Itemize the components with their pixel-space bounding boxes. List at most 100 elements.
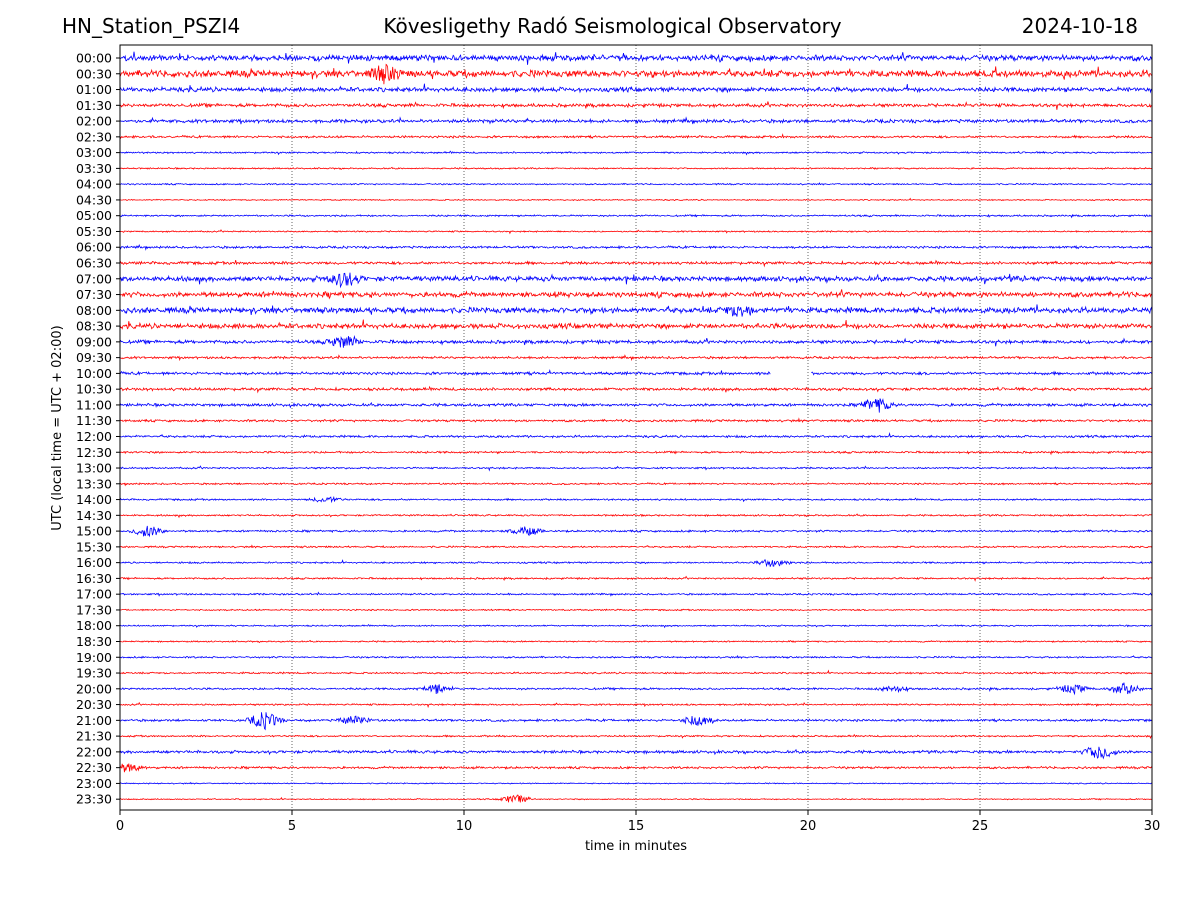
trace-08:00 [119, 304, 1153, 317]
trace-07:00 [119, 272, 1153, 289]
trace-00:00 [119, 51, 1153, 65]
y-tick-label-21:00: 21:00 [76, 713, 112, 728]
trace-23:30 [119, 794, 1152, 803]
y-tick-label-07:00: 07:00 [76, 271, 112, 286]
trace-09:00 [119, 335, 1153, 348]
trace-05:30 [119, 229, 1153, 235]
trace-01:30 [119, 101, 1153, 110]
trace-22:00 [119, 746, 1153, 760]
y-axis-label: UTC (local time = UTC + 02:00) [50, 325, 65, 530]
trace-09:30 [119, 354, 1153, 362]
trace-19:00 [119, 654, 1153, 660]
trace-06:00 [119, 244, 1153, 251]
y-tick-label-12:30: 12:30 [76, 445, 112, 460]
trace-16:00 [119, 558, 1153, 568]
trace-18:30 [119, 639, 1153, 644]
trace-18:00 [119, 623, 1153, 629]
y-tick-label-04:30: 04:30 [76, 192, 112, 207]
x-tick-label-15: 15 [628, 819, 645, 834]
trace-08:30 [119, 319, 1152, 331]
y-tick-label-11:30: 11:30 [76, 413, 112, 428]
y-tick-label-00:30: 00:30 [76, 66, 112, 81]
trace-12:30 [119, 450, 1153, 456]
trace-05:00 [119, 213, 1153, 219]
x-tick-label-0: 0 [116, 819, 124, 834]
y-tick-label-13:30: 13:30 [76, 476, 112, 491]
x-tick-label-30: 30 [1144, 819, 1161, 834]
grid-layer [291, 45, 981, 810]
x-axis: 0 5 10 15 20 25 30 [116, 810, 1160, 834]
trace-06:30 [119, 259, 1153, 268]
y-tick-label-12:00: 12:00 [76, 429, 112, 444]
trace-22:30 [119, 763, 1153, 773]
trace-04:30 [119, 197, 1153, 202]
y-tick-label-16:00: 16:00 [76, 555, 112, 570]
trace-15:00 [119, 525, 1153, 538]
trace-20:00 [119, 682, 1153, 696]
trace-19:30 [120, 669, 1153, 675]
y-tick-label-21:30: 21:30 [76, 729, 112, 744]
y-tick-label-19:30: 19:30 [76, 666, 112, 681]
y-tick-label-11:00: 11:00 [76, 397, 112, 412]
y-tick-label-22:00: 22:00 [76, 744, 112, 759]
y-tick-label-14:30: 14:30 [76, 508, 112, 523]
x-tick-label-25: 25 [972, 819, 989, 834]
trace-10:00 [119, 369, 1153, 377]
x-tick-label-5: 5 [288, 819, 296, 834]
y-tick-label-00:00: 00:00 [76, 51, 112, 66]
trace-02:30 [119, 133, 1153, 140]
y-tick-label-18:30: 18:30 [76, 634, 112, 649]
y-tick-label-02:00: 02:00 [76, 114, 112, 129]
trace-17:00 [119, 591, 1153, 597]
y-tick-label-15:00: 15:00 [76, 524, 112, 539]
trace-17:30 [119, 608, 1153, 612]
y-tick-label-14:00: 14:00 [76, 492, 112, 507]
trace-14:30 [119, 513, 1153, 519]
chart-date: 2024-10-18 [1021, 14, 1138, 38]
trace-00:30 [119, 63, 1153, 85]
x-tick-label-20: 20 [800, 819, 817, 834]
y-tick-label-03:30: 03:30 [76, 161, 112, 176]
y-axis: 00:0000:3001:0001:3002:0002:3003:0003:30… [76, 51, 120, 807]
trace-01:00 [119, 83, 1153, 94]
y-tick-label-09:30: 09:30 [76, 350, 112, 365]
y-tick-label-02:30: 02:30 [76, 129, 112, 144]
trace-15:30 [119, 544, 1153, 549]
y-tick-label-06:00: 06:00 [76, 240, 112, 255]
y-tick-label-09:00: 09:00 [76, 334, 112, 349]
y-tick-label-15:30: 15:30 [76, 539, 112, 554]
trace-02:00 [119, 116, 1153, 125]
trace-13:30 [119, 482, 1153, 487]
station-name: HN_Station_PSZI4 [62, 14, 241, 38]
y-tick-label-10:30: 10:30 [76, 382, 112, 397]
trace-21:30 [119, 733, 1153, 740]
y-tick-label-06:30: 06:30 [76, 256, 112, 271]
trace-03:00 [120, 150, 1153, 156]
trace-11:30 [119, 417, 1153, 424]
y-tick-label-16:30: 16:30 [76, 571, 112, 586]
trace-20:30 [119, 701, 1153, 709]
trace-16:30 [119, 575, 1153, 582]
y-tick-label-20:00: 20:00 [76, 681, 112, 696]
y-tick-label-08:30: 08:30 [76, 319, 112, 334]
trace-03:30 [119, 166, 1153, 171]
y-tick-label-20:30: 20:30 [76, 697, 112, 712]
x-tick-label-10: 10 [456, 819, 473, 834]
y-tick-label-23:00: 23:00 [76, 776, 112, 791]
trace-04:00 [120, 182, 1153, 186]
y-tick-label-03:00: 03:00 [76, 145, 112, 160]
y-tick-label-07:30: 07:30 [76, 287, 112, 302]
trace-14:00 [119, 495, 1153, 504]
y-tick-label-01:30: 01:30 [76, 98, 112, 113]
y-tick-label-05:00: 05:00 [76, 208, 112, 223]
y-tick-label-19:00: 19:00 [76, 650, 112, 665]
y-tick-label-23:30: 23:30 [76, 792, 112, 807]
trace-layer [119, 51, 1153, 803]
trace-07:30 [119, 289, 1153, 300]
trace-11:00 [119, 398, 1153, 413]
y-tick-label-08:00: 08:00 [76, 303, 112, 318]
y-tick-label-05:30: 05:30 [76, 224, 112, 239]
y-tick-label-13:00: 13:00 [76, 461, 112, 476]
y-tick-label-22:30: 22:30 [76, 760, 112, 775]
